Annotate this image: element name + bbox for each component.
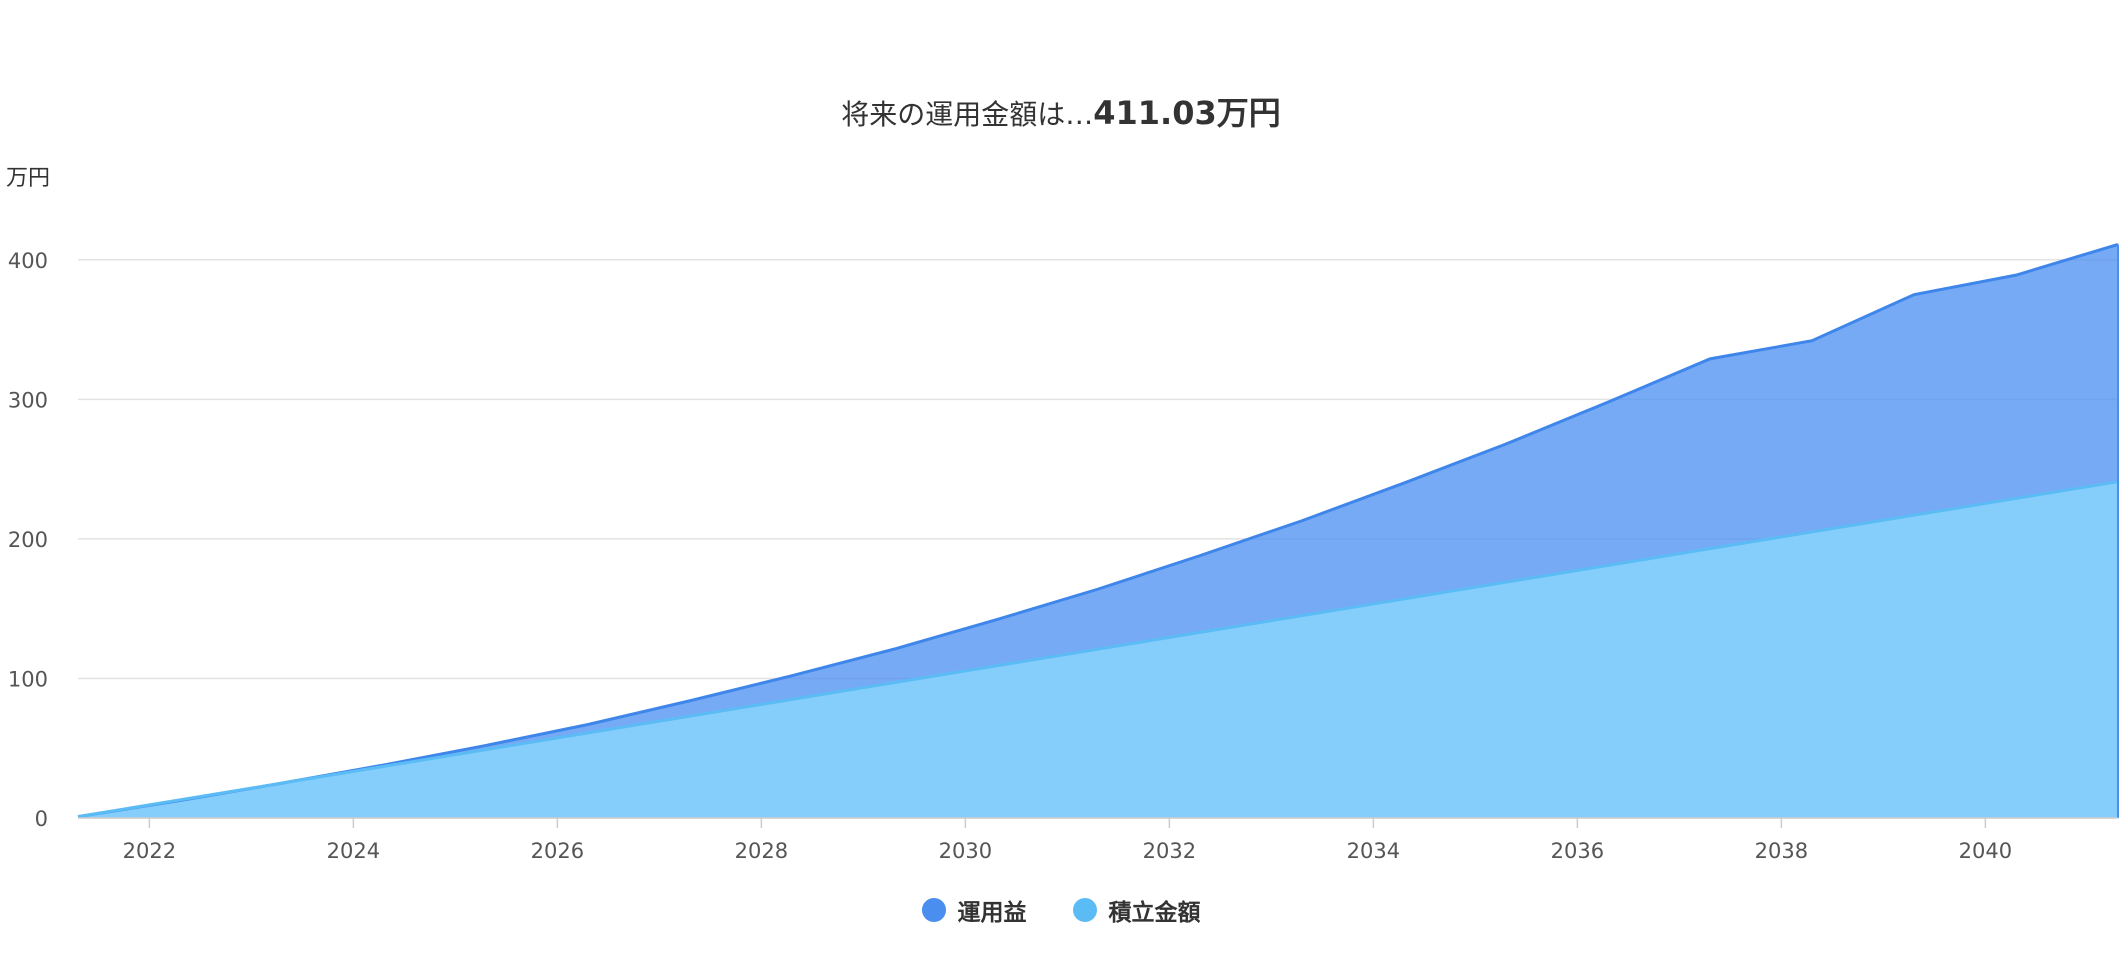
- y-axis-unit-label: 万円: [6, 166, 51, 191]
- x-tick-label-2028: 2028: [735, 839, 788, 863]
- y-tick-label-300: 300: [8, 388, 48, 412]
- chart-title-prefix: 将来の運用金額は…: [841, 98, 1094, 131]
- legend-swatch-principal-icon: [1072, 898, 1097, 922]
- legend-label-principal: 積立金額: [1108, 900, 1201, 926]
- x-tick-label-2022: 2022: [123, 839, 176, 863]
- x-tick-label-2030: 2030: [939, 839, 992, 863]
- x-tick-label-2038: 2038: [1755, 839, 1808, 863]
- legend-label-gain: 運用益: [957, 900, 1027, 926]
- x-tick-label-2040: 2040: [1959, 839, 2012, 863]
- line-gain-total: [77, 242, 2119, 819]
- y-tick-label-200: 200: [8, 528, 48, 552]
- y-tick-label-400: 400: [8, 249, 48, 273]
- chart-title: 将来の運用金額は…411.03万円: [0, 88, 2122, 134]
- y-tick-label-0: 0: [35, 807, 48, 831]
- chart-legend: 運用益 積立金額: [0, 893, 2122, 927]
- legend-item-gain[interactable]: 運用益: [921, 893, 1027, 927]
- line-principal: [77, 480, 2119, 819]
- x-tick-label-2024: 2024: [327, 839, 380, 863]
- x-tick-label-2034: 2034: [1347, 839, 1400, 863]
- y-tick-label-100: 100: [8, 667, 48, 691]
- x-tick-label-2036: 2036: [1551, 839, 1604, 863]
- x-tick-label-2026: 2026: [531, 839, 584, 863]
- legend-item-principal[interactable]: 積立金額: [1072, 893, 1201, 927]
- chart-title-value: 411.03万円: [1093, 94, 1281, 132]
- x-tick-label-2032: 2032: [1143, 839, 1196, 863]
- legend-swatch-gain-icon: [921, 898, 946, 922]
